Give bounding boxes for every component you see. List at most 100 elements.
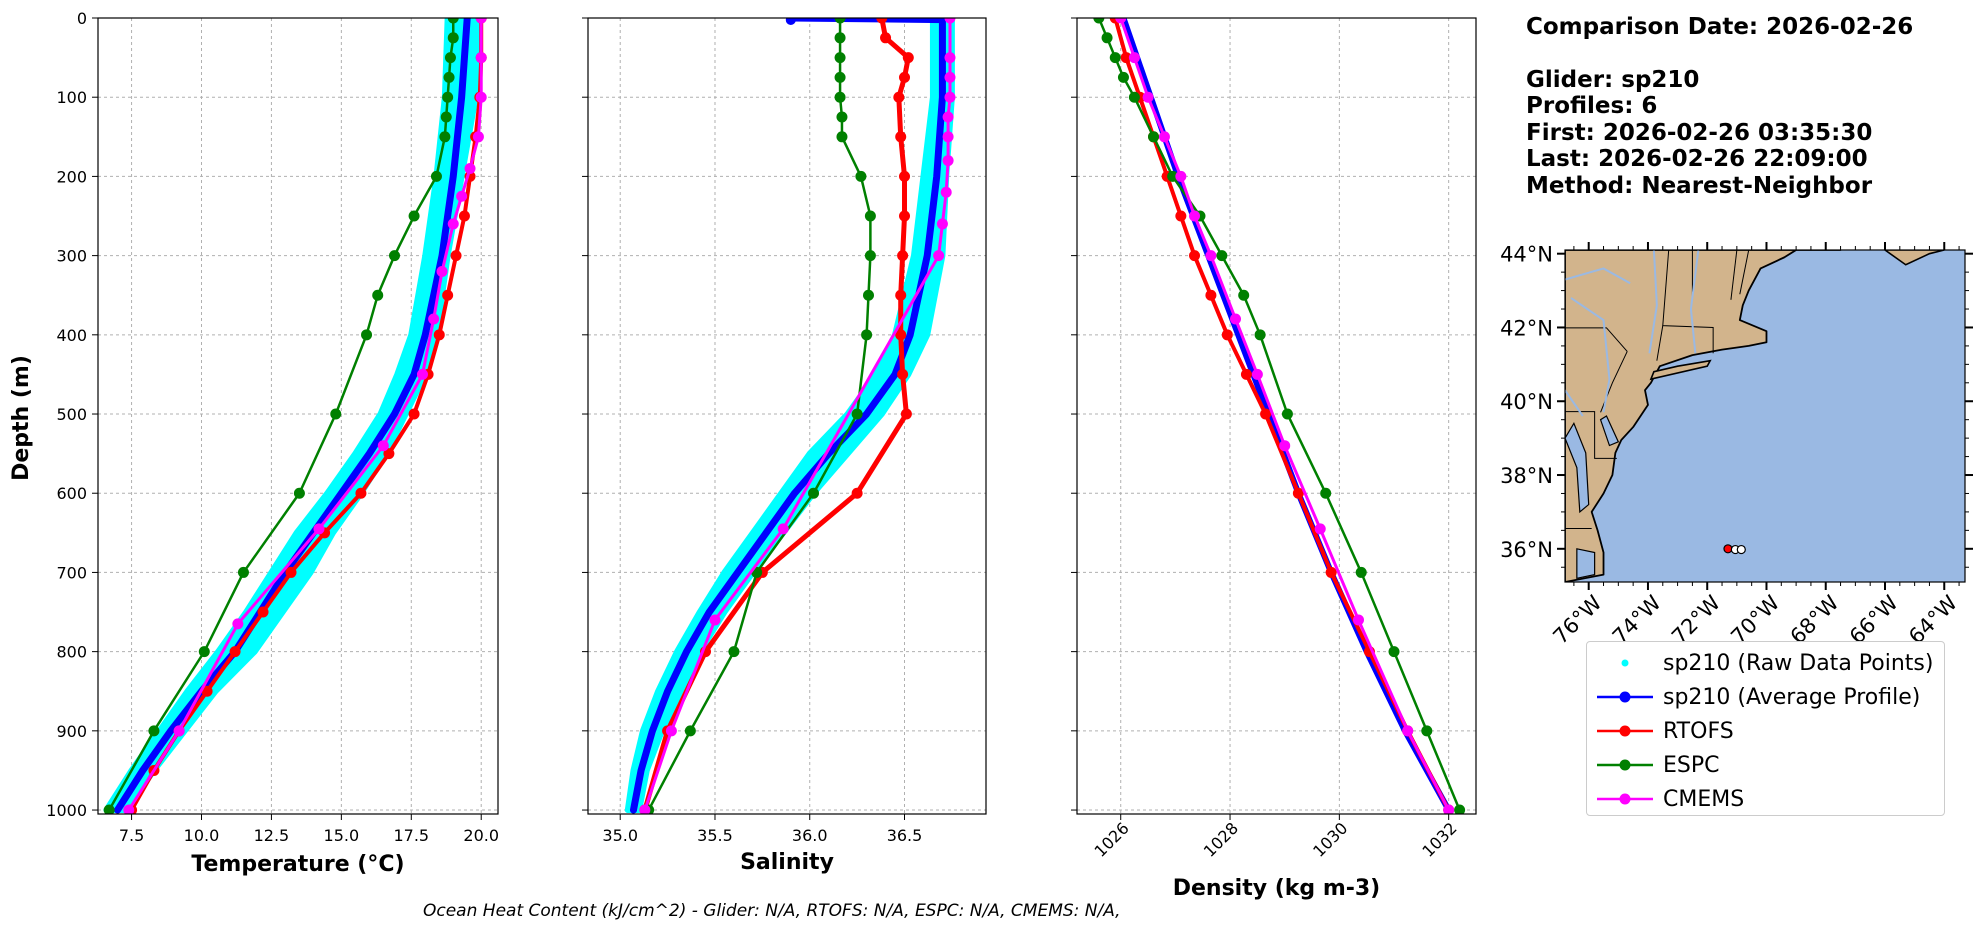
- legend-entry-cmems: CMEMS: [1587, 784, 1744, 814]
- x-tick-label: 15.0: [324, 826, 360, 845]
- y-tick-label: 1000: [46, 801, 87, 820]
- espc-marker: [1454, 804, 1466, 814]
- cmems-marker: [464, 162, 476, 174]
- rtofs-marker: [1292, 487, 1304, 499]
- espc-marker: [864, 250, 876, 262]
- rtofs-marker: [450, 250, 462, 262]
- rtofs-marker: [355, 487, 367, 499]
- cmems-marker: [942, 155, 954, 167]
- cmems-marker: [475, 18, 487, 24]
- density-panel: 1026 1028 1030 1032 Density (kg m-3): [1071, 17, 1477, 901]
- espc-marker: [330, 408, 342, 420]
- legend-swatch: [1597, 725, 1653, 737]
- cmems-marker: [709, 614, 721, 626]
- espc-marker: [1281, 408, 1293, 420]
- espc-marker: [442, 91, 454, 103]
- delaware-bay: [1599, 415, 1620, 447]
- cmems-marker: [1189, 210, 1201, 222]
- espc-marker: [1167, 170, 1179, 182]
- rtofs-marker: [1221, 329, 1233, 341]
- nova-scotia: [1883, 250, 1945, 266]
- espc-marker: [864, 210, 876, 222]
- espc-marker: [408, 210, 420, 222]
- glider-position-marker: [1723, 544, 1733, 554]
- rtofs-marker: [1189, 250, 1201, 262]
- y-tick-label: 0: [77, 9, 87, 28]
- espc-marker: [836, 131, 848, 143]
- cmems-marker: [944, 91, 956, 103]
- cmems-marker: [1443, 804, 1455, 814]
- espc-marker: [728, 646, 740, 658]
- interp-method: Method: Nearest-Neighbor: [1526, 172, 1873, 199]
- coastline: [1565, 250, 1842, 582]
- ocean-heat-content-note: Ocean Heat Content (kJ/cm^2) - Glider: N…: [423, 901, 1121, 921]
- cmems-marker: [1314, 523, 1326, 535]
- cmems-marker: [456, 190, 468, 202]
- rtofs-marker: [895, 329, 907, 341]
- cmems-marker: [944, 18, 956, 24]
- glider-line: [629, 18, 946, 814]
- first-time: First: 2026-02-26 03:35:30: [1526, 119, 1873, 146]
- legend-swatch: [1597, 691, 1653, 703]
- last-time: Last: 2026-02-26 22:09:00: [1526, 146, 1868, 172]
- cmems-marker: [1352, 614, 1364, 626]
- x-tick-label: 36.0: [792, 826, 828, 845]
- espc-marker: [1128, 91, 1140, 103]
- cmems-marker: [436, 265, 448, 277]
- legend-swatch: [1621, 659, 1629, 667]
- x-tick-label: 1032: [1418, 819, 1460, 861]
- espc-marker: [834, 18, 846, 24]
- legend-dot: [1621, 659, 1629, 667]
- x-tick-label: 20.0: [463, 826, 499, 845]
- espc-marker: [855, 170, 867, 182]
- state-border: [1739, 250, 1750, 295]
- cmems-marker: [1128, 52, 1140, 64]
- axes-frame: [1076, 17, 1477, 815]
- cmems-marker: [173, 725, 185, 737]
- cmems-marker: [665, 725, 677, 737]
- espc-marker: [1117, 71, 1129, 83]
- glider-position-marker: [1736, 544, 1746, 555]
- plot-area: [103, 18, 487, 814]
- espc-marker: [444, 52, 456, 64]
- legend-label: sp210 (Average Profile): [1663, 684, 1921, 710]
- map-frame: [1564, 249, 1966, 583]
- cmems-marker: [1158, 131, 1170, 143]
- espc-marker: [372, 289, 384, 301]
- espc-marker: [1216, 250, 1228, 262]
- cmems-marker: [1175, 170, 1187, 182]
- cmems-marker: [942, 131, 954, 143]
- y-tick-label: 900: [56, 722, 87, 741]
- rtofs-line: [1113, 18, 1451, 813]
- cmems-marker: [1279, 440, 1291, 452]
- y-tick-label: 200: [56, 167, 87, 186]
- cmems-marker: [1230, 313, 1242, 325]
- y-tick-label: 800: [56, 643, 87, 662]
- x-tick-label: 35.0: [602, 826, 638, 845]
- river: [1565, 267, 1631, 285]
- espc-marker: [1421, 725, 1433, 737]
- x-tick-label: 1026: [1091, 819, 1133, 861]
- y-tick-label: 500: [56, 405, 87, 424]
- espc-marker: [103, 804, 115, 814]
- espc-marker: [836, 111, 848, 123]
- cmems-marker: [944, 71, 956, 83]
- espc-marker: [198, 646, 210, 658]
- chesapeake-bay: [1565, 422, 1590, 514]
- espc-marker: [1148, 131, 1160, 143]
- legend-entry-glider: sp210 (Average Profile): [1587, 682, 1920, 712]
- legend-label: sp210 (Raw Data Points): [1663, 650, 1934, 676]
- rtofs-marker: [899, 170, 911, 182]
- x-tick-label: 36.5: [887, 826, 923, 845]
- river: [1648, 250, 1658, 354]
- cmems-marker: [933, 250, 945, 262]
- rtofs-marker: [895, 289, 907, 301]
- lat-label: 40°N: [1500, 390, 1553, 414]
- rtofs-marker: [285, 566, 297, 578]
- x-axis-label: Density (kg m-3): [1173, 876, 1381, 901]
- glider-name: Glider: sp210: [1526, 66, 1700, 93]
- rtofs-marker: [257, 606, 269, 618]
- legend-label: RTOFS: [1663, 718, 1734, 744]
- river: [1565, 389, 1584, 417]
